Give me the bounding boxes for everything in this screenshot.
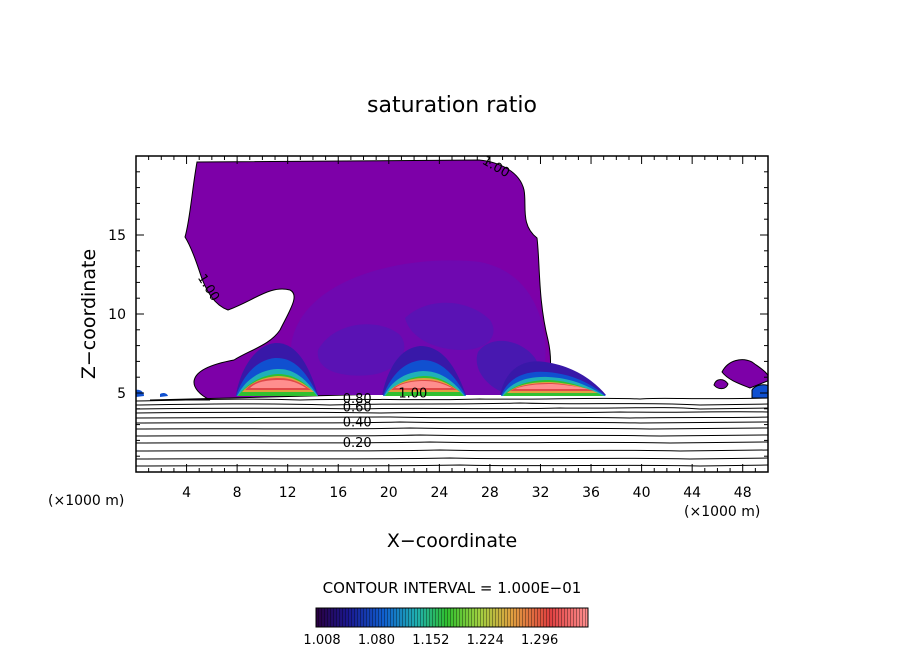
x-tick-label: 8 bbox=[233, 485, 242, 501]
contour-label: 1.00 bbox=[398, 386, 427, 401]
colorbar-label: 1.008 bbox=[303, 633, 340, 648]
x-tick-label: 16 bbox=[329, 485, 347, 501]
x-tick-label: 20 bbox=[380, 485, 398, 501]
chart-title: saturation ratio bbox=[367, 93, 537, 118]
x-tick-label: 36 bbox=[582, 485, 600, 501]
contour-label: 0.40 bbox=[343, 416, 372, 431]
colorbar-labels: 1.008 1.080 1.152 1.224 1.296 bbox=[303, 633, 558, 648]
x-tick-label: 44 bbox=[683, 485, 701, 501]
colorbar-label: 1.152 bbox=[412, 633, 449, 648]
contour-interval-note: CONTOUR INTERVAL = 1.000E−01 bbox=[323, 579, 582, 597]
y-axis: 5 10 15 bbox=[108, 171, 768, 457]
x-axis-label: X−coordinate bbox=[387, 530, 517, 552]
x-tick-label: 48 bbox=[734, 485, 752, 501]
x-tick-label: 24 bbox=[430, 485, 448, 501]
cloud-patch-right-2 bbox=[713, 379, 729, 390]
x-tick-label: 12 bbox=[279, 485, 297, 501]
colorbar: 1.008 1.080 1.152 1.224 1.296 bbox=[303, 607, 589, 648]
x-unit-left: (×1000 m) bbox=[48, 493, 124, 509]
colorbar-stripes bbox=[316, 608, 588, 627]
colorbar-label: 1.080 bbox=[358, 633, 395, 648]
cloud-patch-right-3 bbox=[751, 384, 768, 399]
contour-label: 0.80 bbox=[343, 392, 372, 407]
x-tick-label: 32 bbox=[532, 485, 550, 501]
x-tick-label: 40 bbox=[633, 485, 651, 501]
updraft-cell-3 bbox=[500, 361, 606, 396]
cloud-patch-right-1 bbox=[721, 359, 768, 389]
y-axis-label: Z−coordinate bbox=[78, 249, 100, 379]
contour-plot-area: 1.001.001.000.800.600.400.20 bbox=[136, 156, 768, 467]
x-tick-label: 4 bbox=[182, 485, 191, 501]
cloud-inner-2 bbox=[317, 324, 405, 376]
surface-contour-lines bbox=[136, 397, 768, 467]
contour-label: 0.20 bbox=[343, 436, 372, 451]
contour-label: 0.60 bbox=[343, 401, 372, 416]
x-unit-right: (×1000 m) bbox=[684, 504, 760, 520]
x-axis: 4 8 12 16 20 24 28 32 36 40 44 48 bbox=[148, 156, 756, 501]
cloud-inner-3 bbox=[405, 302, 494, 350]
updraft-cell-2 bbox=[382, 346, 466, 396]
y-tick-label: 5 bbox=[117, 386, 126, 402]
colorbar-label: 1.296 bbox=[521, 633, 558, 648]
y-tick-label: 10 bbox=[108, 307, 126, 323]
cloud-patch-left-2 bbox=[160, 392, 168, 397]
x-tick-label: 28 bbox=[481, 485, 499, 501]
updraft-cell-1 bbox=[236, 342, 318, 396]
colorbar-frame bbox=[315, 607, 589, 628]
colorbar-label: 1.224 bbox=[467, 633, 504, 648]
y-tick-label: 15 bbox=[108, 228, 126, 244]
